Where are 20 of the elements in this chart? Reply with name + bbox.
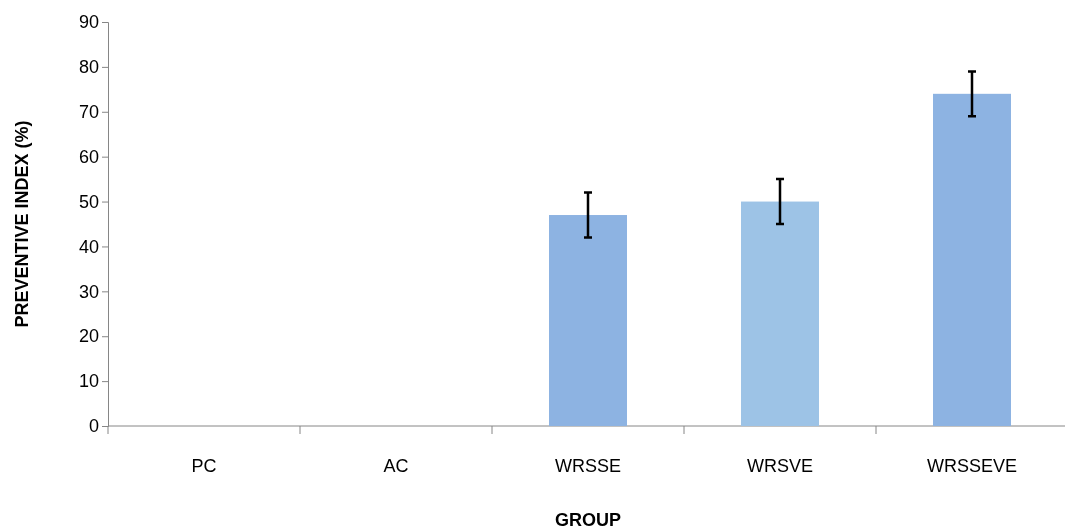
y-tick-label: 60 bbox=[78, 146, 99, 167]
x-tick-label: AC bbox=[383, 456, 409, 476]
y-tick-label: 90 bbox=[78, 12, 99, 33]
x-tick-label: WRSSE bbox=[554, 456, 622, 476]
y-tick-label: 10 bbox=[78, 371, 99, 392]
y-tick-label: 50 bbox=[78, 191, 99, 212]
bar bbox=[741, 201, 819, 426]
y-tick-label: 0 bbox=[88, 416, 99, 437]
x-axis-title: GROUP bbox=[554, 510, 622, 530]
x-tick-label: WRSVE bbox=[746, 456, 814, 476]
bar bbox=[549, 215, 627, 426]
y-axis-title: PREVENTIVE INDEX (%) bbox=[12, 120, 32, 328]
y-tick-label: 70 bbox=[78, 102, 99, 123]
y-tick-label: 80 bbox=[78, 57, 99, 78]
bar bbox=[933, 93, 1011, 426]
y-tick-label: 40 bbox=[78, 236, 99, 257]
x-tick-label: WRSSEVE bbox=[926, 456, 1018, 476]
y-tick-label: 30 bbox=[78, 281, 99, 302]
x-tick-label: PC bbox=[191, 456, 217, 476]
y-tick-label: 20 bbox=[78, 326, 99, 347]
